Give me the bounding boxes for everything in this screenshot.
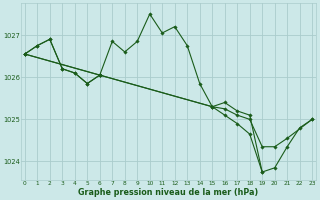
X-axis label: Graphe pression niveau de la mer (hPa): Graphe pression niveau de la mer (hPa) [78,188,259,197]
